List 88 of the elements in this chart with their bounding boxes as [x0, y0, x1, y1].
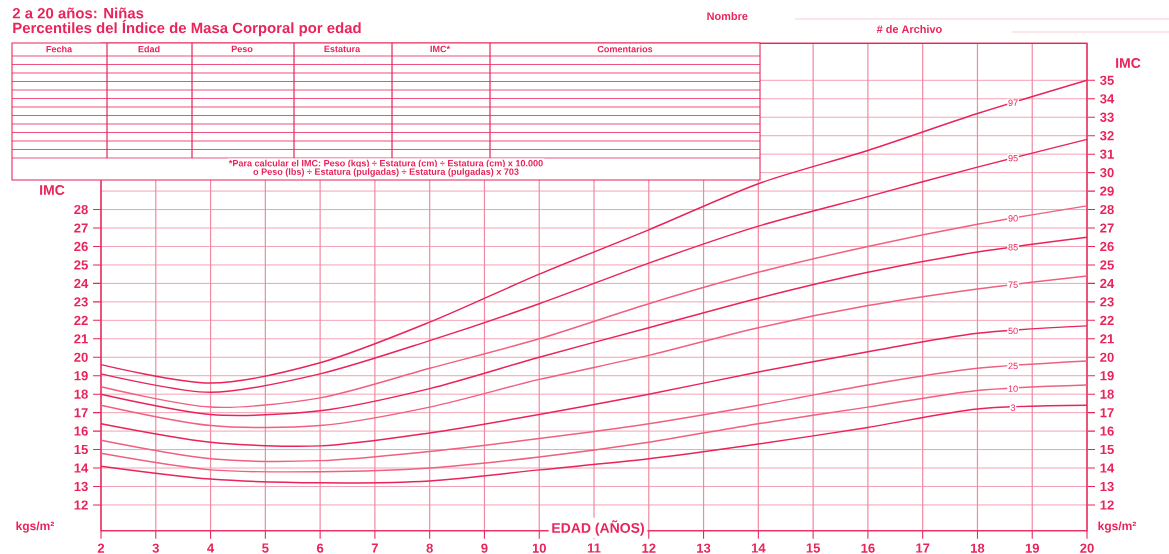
y2-tick-label: 31 [1100, 149, 1114, 159]
text: kgs/m² [16, 521, 55, 533]
y2-tick-label: 17 [1100, 408, 1114, 418]
y-axis-title: IMC [40, 185, 65, 195]
y-tick-label: 27 [74, 223, 88, 233]
series-label: 3 [1010, 404, 1016, 411]
y2-tick-label: 29 [1100, 186, 1114, 196]
x-tick-label: 12 [642, 543, 656, 553]
series-label: 97 [1008, 99, 1018, 106]
x-tick-label: 4 [207, 543, 215, 553]
series-label: 50 [1008, 327, 1018, 335]
x-tick-label: 9 [481, 543, 488, 553]
annotation: Peso [231, 45, 253, 53]
y2-tick-label: 23 [1100, 297, 1114, 307]
line-series [100, 360, 1088, 462]
annotation: Estatura [324, 45, 361, 53]
x-tick-label: 3 [152, 543, 159, 553]
y-tick-label: 23 [74, 297, 88, 307]
y2-tick-label: 15 [1100, 445, 1114, 455]
y-tick-label: 25 [74, 260, 88, 270]
y2-tick-label: 14 [1100, 463, 1115, 473]
series-label: 10 [1008, 385, 1018, 392]
y2-tick-label: 34 [1100, 94, 1115, 104]
chart-title: 2 a 20 años: Niñas [12, 7, 144, 19]
x-tick-label: 11 [587, 543, 601, 553]
chart-subtitle: Percentiles del Índice de Masa Corporal por edad [13, 19, 361, 37]
y2-tick-label: 30 [1100, 168, 1114, 178]
x-tick-label: 10 [532, 543, 546, 553]
x-tick-label: 14 [751, 543, 766, 553]
y-tick-label: 26 [74, 241, 88, 252]
y2-tick-label: 16 [1100, 426, 1114, 436]
y-tick-label: 28 [74, 204, 88, 215]
x-tick-label: 7 [371, 543, 378, 553]
y-tick-label: 17 [74, 408, 88, 418]
annotation: IMC* [430, 45, 451, 53]
y2-tick-label: 32 [1100, 131, 1114, 141]
y-tick-label: 22 [74, 315, 88, 325]
y2-tick-label: 33 [1100, 112, 1114, 122]
y2-tick-label: 12 [1100, 500, 1114, 510]
y2-tick-label: 27 [1100, 223, 1114, 233]
y2-tick-label: 26 [1100, 241, 1114, 252]
y2-tick-label: 20 [1100, 352, 1114, 362]
y2-tick-label: 35 [1100, 75, 1114, 85]
y-tick-label: 14 [74, 463, 89, 473]
annotation: Edad [138, 45, 160, 53]
y2-tick-label: 19 [1100, 371, 1114, 381]
x-tick-label: 6 [316, 543, 324, 553]
x-tick-label: 18 [971, 543, 985, 553]
y2-tick-label: 28 [1100, 204, 1114, 215]
y-tick-label: 16 [74, 426, 88, 436]
annotation: Comentarios [597, 45, 653, 53]
x-tick-label: 17 [916, 543, 930, 553]
x-axis-title: EDAD (AÑOS) [552, 520, 644, 536]
x-tick-label: 15 [806, 543, 821, 553]
y-tick-label: 15 [74, 445, 88, 455]
series-label: 95 [1008, 154, 1018, 162]
y2-tick-label: 21 [1100, 334, 1114, 344]
text: # de Archivo [876, 24, 942, 34]
x-tick-label: 19 [1025, 543, 1040, 553]
x-tick-label: 13 [697, 543, 711, 553]
y2-tick-label: 13 [1100, 481, 1114, 492]
y2-tick-label: 24 [1100, 278, 1115, 288]
y-tick-label: 20 [74, 352, 88, 362]
x-tick-label: 16 [861, 543, 875, 553]
x-tick-label: 20 [1080, 543, 1094, 553]
series-label: 85 [1008, 244, 1018, 251]
series-label: 75 [1008, 281, 1018, 288]
y-tick-label: 24 [74, 278, 89, 288]
annotation: o Peso (lbs) ÷ Estatura (pulgadas) ÷ Estatura (pulgadas) x 703 [253, 168, 519, 177]
line-series [100, 384, 1088, 473]
y-tick-label: 13 [74, 481, 88, 492]
series-label: 25 [1008, 362, 1018, 370]
y2-tick-label: 22 [1100, 315, 1114, 325]
y2-tick-label: 25 [1100, 260, 1114, 270]
y2-tick-label: 18 [1100, 389, 1114, 399]
y-tick-label: 19 [74, 371, 88, 381]
text: Nombre [707, 11, 748, 21]
y-tick-label: 12 [74, 500, 88, 510]
text: Fecha [46, 45, 73, 53]
x-tick-label: 8 [426, 543, 433, 553]
line-series [100, 205, 1088, 409]
y-tick-label: 21 [74, 334, 88, 344]
text: kgs/m² [1098, 521, 1137, 533]
y2-axis-title: IMC [1116, 58, 1141, 68]
series-label: 90 [1008, 215, 1018, 222]
x-tick-label: 5 [262, 543, 269, 553]
x-tick-label: 2 [97, 543, 105, 553]
y-tick-label: 18 [74, 389, 88, 399]
